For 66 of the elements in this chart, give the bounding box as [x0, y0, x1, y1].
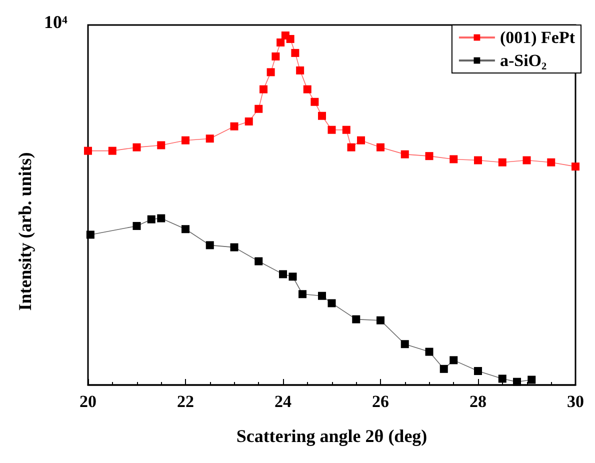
point: [342, 126, 350, 134]
x-tick-label: 28: [470, 392, 486, 411]
point: [440, 364, 448, 373]
point: [206, 134, 214, 143]
x-tick-label: 24: [274, 392, 292, 411]
point: [230, 122, 238, 130]
point: [376, 316, 384, 324]
point: [182, 136, 190, 144]
point: [288, 272, 297, 281]
point: [272, 52, 280, 60]
point: [230, 243, 238, 252]
point: [498, 374, 506, 383]
point: [498, 158, 506, 166]
point: [425, 348, 434, 356]
point: [572, 162, 580, 171]
legend-label: (001) FePt: [500, 28, 576, 47]
point: [132, 222, 141, 230]
point: [474, 156, 482, 164]
point: [328, 299, 336, 308]
point: [157, 214, 166, 222]
point: [400, 340, 409, 348]
point: [303, 85, 312, 94]
point: [328, 126, 336, 134]
point: [318, 112, 326, 120]
point: [132, 143, 141, 152]
point: [260, 85, 268, 94]
point: [425, 152, 434, 160]
point: [206, 241, 214, 250]
point: [450, 356, 458, 364]
point: [254, 104, 263, 113]
point: [298, 290, 306, 298]
point: [547, 158, 556, 166]
y-axis-title: Intensity (arb. units): [15, 152, 35, 311]
point: [182, 225, 190, 234]
point: [474, 367, 482, 376]
point: [254, 257, 263, 266]
point: [276, 38, 285, 46]
x-axis-title: Scattering angle 2θ (deg): [236, 426, 428, 446]
point: [310, 98, 319, 106]
point: [352, 315, 360, 324]
point: [450, 155, 458, 164]
point: [400, 150, 409, 158]
point: [376, 143, 384, 152]
point: [86, 230, 94, 239]
point: [522, 156, 531, 164]
point: [108, 146, 116, 155]
point: [318, 292, 326, 300]
point: [147, 215, 156, 224]
point: [357, 136, 365, 144]
point: [528, 376, 536, 384]
point: [279, 270, 287, 278]
point: [513, 378, 521, 386]
x-tick-label: 20: [80, 392, 96, 411]
point: [244, 117, 253, 126]
point: [296, 66, 304, 74]
x-tick-label: 26: [372, 392, 389, 411]
x-tick-label: 22: [177, 392, 194, 411]
point: [157, 141, 166, 150]
text: 10⁴: [44, 12, 68, 32]
legend-label: a-SiO₂: [500, 51, 547, 70]
point: [347, 143, 356, 152]
point: [291, 48, 300, 57]
point: [286, 34, 294, 43]
point: [84, 146, 92, 155]
x-tick-label: 30: [567, 392, 584, 411]
point: [266, 68, 275, 76]
